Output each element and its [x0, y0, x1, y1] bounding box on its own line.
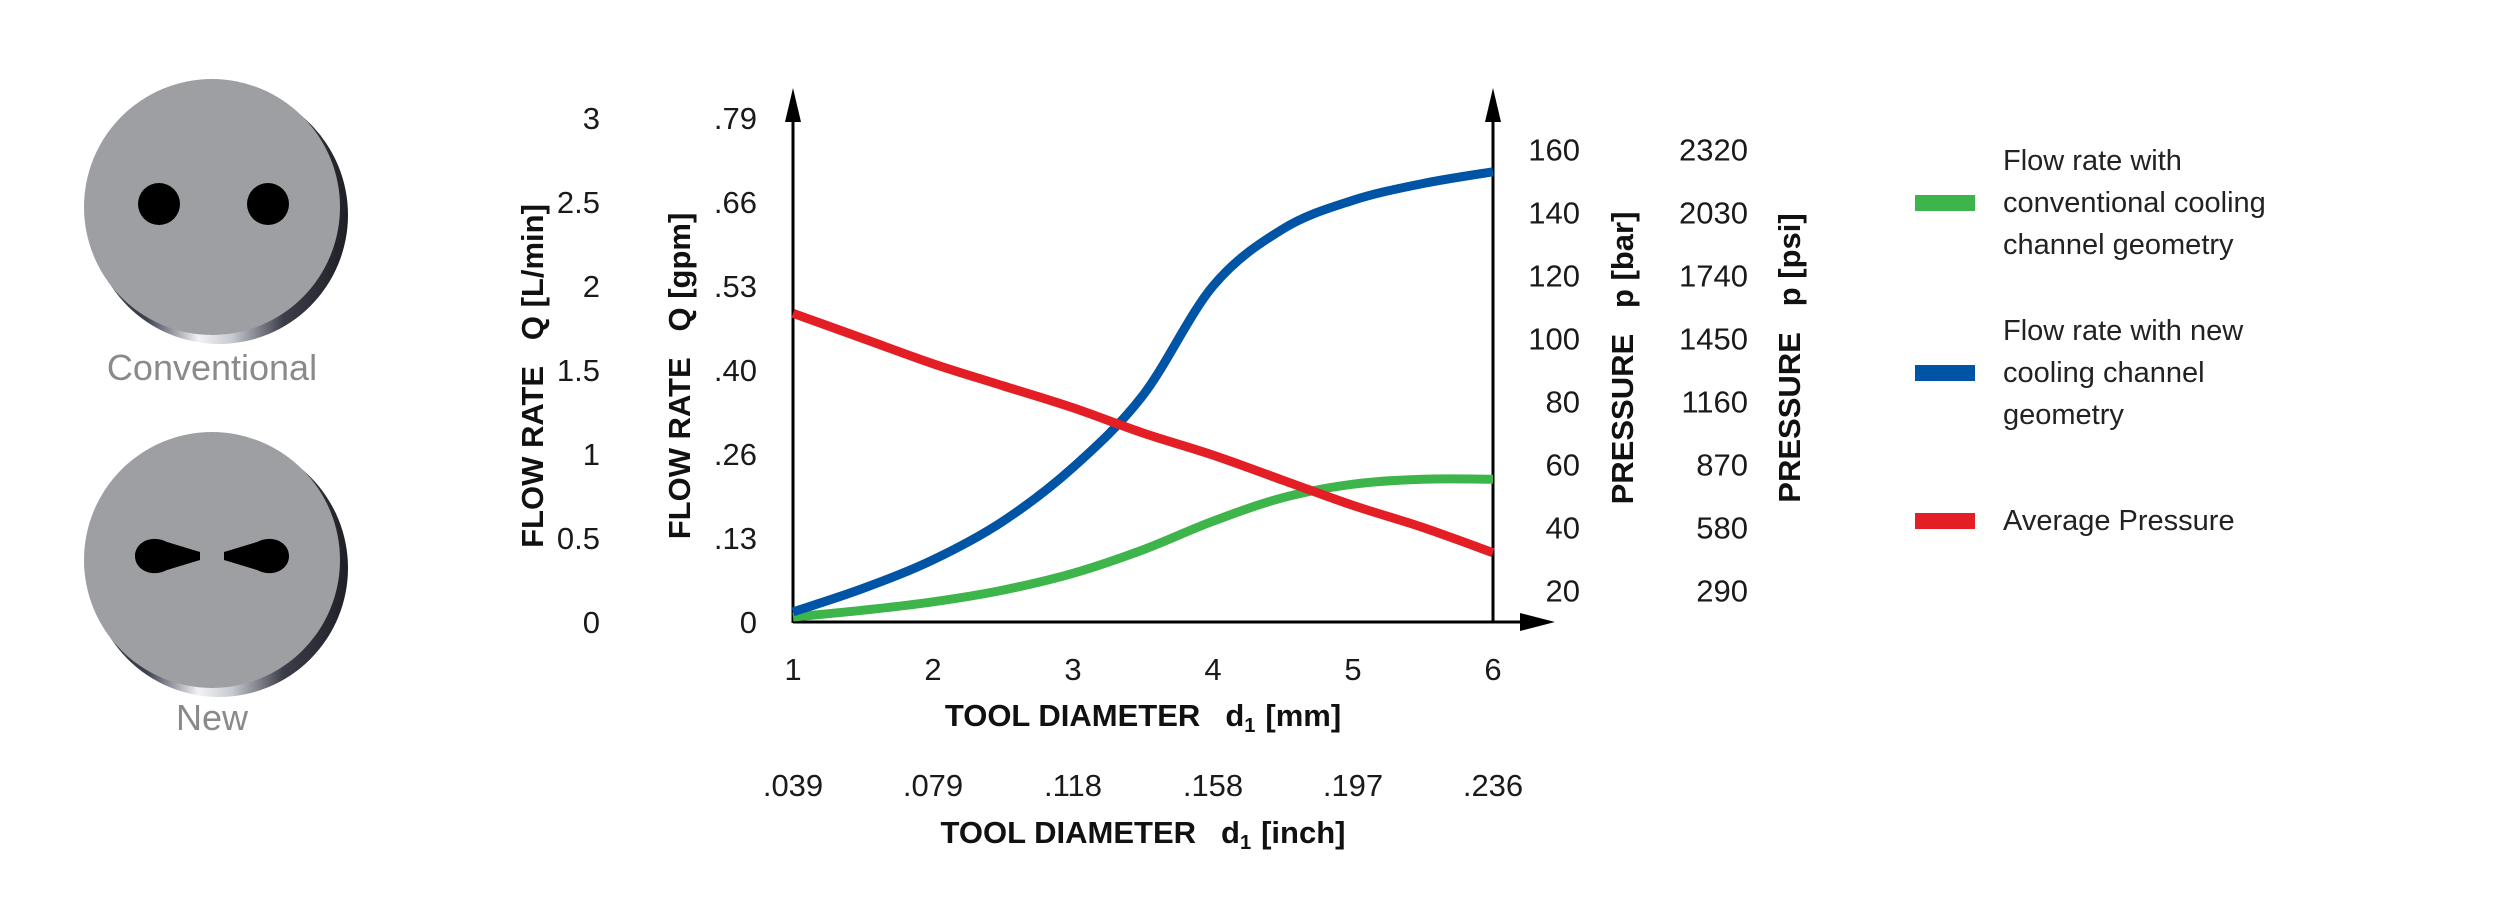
x-axis-symbol-inch: d	[1221, 815, 1240, 850]
right-outer-tick-label: 1160	[1681, 385, 1748, 420]
insert-new-face	[84, 432, 340, 688]
y-axis-label-psi: PRESSURE p [psi]	[1772, 213, 1807, 502]
left-inner-tick-labels: 0 .13 .26 .40 .53 .66 .79	[714, 101, 757, 640]
right-outer-tick-label: 870	[1696, 448, 1748, 483]
legend-entry-text: geometry	[2003, 399, 2124, 431]
right-inner-tick-label: 160	[1528, 133, 1580, 168]
right-inner-tick-labels: 20 40 60 80 100 120 140 160	[1528, 133, 1580, 609]
left-outer-tick-label: 0	[583, 605, 600, 640]
series-line-average-pressure	[791, 309, 1495, 557]
legend-swatch	[1915, 365, 1975, 381]
left-inner-tick-label: .40	[714, 353, 757, 388]
insert-conventional-face	[84, 79, 340, 335]
legend-entry-text: Average Pressure	[2003, 505, 2235, 537]
x2-tick-label: .197	[1323, 768, 1383, 803]
x-tick-label: 5	[1344, 652, 1361, 687]
legend-swatch	[1915, 513, 1975, 529]
series-line-conventional-flow	[792, 474, 1494, 622]
coolant-hole-teardrop-left	[135, 538, 200, 574]
insert-conventional-label: Conventional	[107, 347, 317, 388]
left-inner-tick-label: 0	[740, 605, 757, 640]
x-axis-label-inch: TOOL DIAMETER d1 [inch]	[941, 815, 1346, 854]
right-inner-tick-label: 40	[1546, 511, 1580, 546]
x2-tick-label: .236	[1463, 768, 1523, 803]
left-inner-tick-label: .66	[714, 185, 757, 220]
series-line-new-flow	[791, 167, 1494, 617]
x-tick-labels: 1 2 3 4 5 6	[784, 652, 1501, 687]
left-y-axis-arrow	[785, 88, 801, 122]
y-axis-label-liters: FLOW RATE Q [L/min]	[515, 204, 550, 548]
y-axis-label-bar: PRESSURE p [bar]	[1605, 212, 1640, 505]
x-axis-symbol-mm: d	[1225, 698, 1244, 733]
x2-tick-label: .158	[1183, 768, 1243, 803]
x-axis-subscript-mm: 1	[1244, 715, 1255, 737]
x2-tick-label: .118	[1044, 768, 1102, 803]
left-inner-tick-label: .13	[714, 521, 757, 556]
insert-new-label: New	[176, 697, 249, 738]
chart-axes	[785, 88, 1555, 631]
legend-entry-text: Flow rate with new	[2003, 315, 2244, 347]
x-tick-label: 3	[1064, 652, 1081, 687]
insert-new: New	[84, 432, 348, 738]
chart-legend: Flow rate with conventional cooling channe…	[1915, 145, 2266, 537]
x-axis-unit-inch: [inch]	[1261, 815, 1345, 850]
x-axis-unit-mm: [mm]	[1265, 698, 1341, 733]
x2-tick-label: .079	[903, 768, 963, 803]
x-axis-arrow	[1520, 613, 1555, 631]
right-inner-tick-label: 80	[1546, 385, 1580, 420]
legend-entry-text: channel geometry	[2003, 229, 2234, 261]
coolant-hole-round-left	[138, 183, 180, 225]
right-outer-tick-label: 1450	[1679, 322, 1748, 357]
x-axis-title-inch: TOOL DIAMETER	[941, 815, 1196, 850]
x2-tick-labels: .039 .079 .118 .158 .197 .236	[763, 768, 1523, 803]
right-outer-tick-label: 2320	[1679, 133, 1748, 168]
left-outer-tick-label: 1	[583, 437, 600, 472]
left-outer-tick-label: 1.5	[557, 353, 600, 388]
left-outer-tick-label: 2	[583, 269, 600, 304]
legend-entry-text: cooling channel	[2003, 357, 2205, 389]
left-outer-tick-label: 2.5	[557, 185, 600, 220]
plot-series	[791, 167, 1495, 622]
insert-conventional: Conventional	[84, 79, 348, 388]
legend-entry-text: Flow rate with	[2003, 145, 2182, 177]
x2-tick-label: .039	[763, 768, 823, 803]
legend-entry-text: conventional cooling	[2003, 187, 2266, 219]
right-outer-tick-labels: 290 580 870 1160 1450 1740 2030 2320	[1679, 133, 1748, 609]
left-outer-tick-label: 3	[583, 101, 600, 136]
right-inner-tick-label: 120	[1528, 259, 1580, 294]
left-outer-tick-label: 0.5	[557, 521, 600, 556]
right-inner-tick-label: 140	[1528, 196, 1580, 231]
coolant-hole-teardrop-right	[224, 538, 289, 574]
x-axis-title-mm: TOOL DIAMETER	[945, 698, 1200, 733]
x-tick-label: 4	[1204, 652, 1221, 687]
x-tick-label: 1	[784, 652, 801, 687]
x-axis-subscript-inch: 1	[1240, 832, 1251, 854]
left-inner-tick-label: .26	[714, 437, 757, 472]
legend-swatch	[1915, 195, 1975, 211]
right-outer-tick-label: 1740	[1679, 259, 1748, 294]
left-inner-tick-label: .79	[714, 101, 757, 136]
right-outer-tick-label: 290	[1696, 574, 1748, 609]
x-tick-label: 6	[1484, 652, 1501, 687]
right-inner-tick-label: 100	[1528, 322, 1580, 357]
right-outer-tick-label: 2030	[1679, 196, 1748, 231]
x-axis-label-mm: TOOL DIAMETER d1 [mm]	[945, 698, 1341, 737]
left-inner-tick-label: .53	[714, 269, 757, 304]
x-tick-label: 2	[924, 652, 941, 687]
right-inner-tick-label: 20	[1546, 574, 1580, 609]
y-axis-label-gpm: FLOW RATE Q [gpm]	[662, 213, 697, 540]
right-outer-tick-label: 580	[1696, 511, 1748, 546]
coolant-hole-round-right	[247, 183, 289, 225]
left-outer-tick-labels: 0 0.5 1 1.5 2 2.5 3	[557, 101, 600, 640]
right-inner-tick-label: 60	[1546, 448, 1580, 483]
right-y-axis-arrow	[1485, 88, 1501, 122]
